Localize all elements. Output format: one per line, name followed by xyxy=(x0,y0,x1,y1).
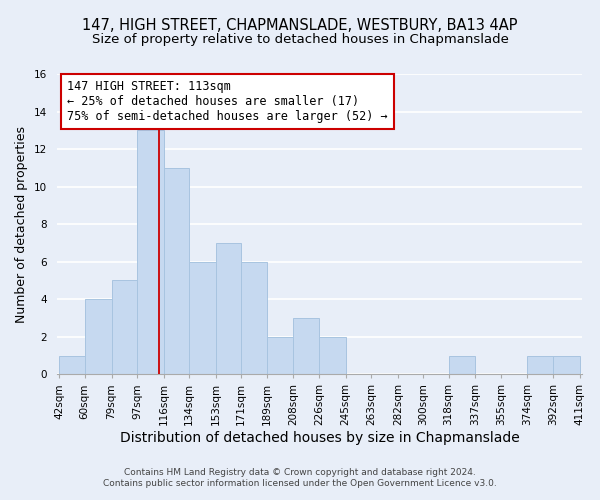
Bar xyxy=(137,130,164,374)
Y-axis label: Number of detached properties: Number of detached properties xyxy=(15,126,28,322)
Bar xyxy=(319,337,346,374)
Bar xyxy=(164,168,189,374)
Bar xyxy=(527,356,553,374)
Text: Size of property relative to detached houses in Chapmanslade: Size of property relative to detached ho… xyxy=(92,32,508,46)
Bar xyxy=(449,356,475,374)
Text: 147, HIGH STREET, CHAPMANSLADE, WESTBURY, BA13 4AP: 147, HIGH STREET, CHAPMANSLADE, WESTBURY… xyxy=(82,18,518,32)
Bar xyxy=(241,262,266,374)
Text: 147 HIGH STREET: 113sqm
← 25% of detached houses are smaller (17)
75% of semi-de: 147 HIGH STREET: 113sqm ← 25% of detache… xyxy=(67,80,388,123)
Bar xyxy=(189,262,216,374)
Bar xyxy=(266,337,293,374)
Bar xyxy=(59,356,85,374)
Text: Contains HM Land Registry data © Crown copyright and database right 2024.
Contai: Contains HM Land Registry data © Crown c… xyxy=(103,468,497,487)
Bar xyxy=(112,280,137,374)
Bar xyxy=(293,318,319,374)
Bar xyxy=(216,243,241,374)
Bar xyxy=(553,356,580,374)
X-axis label: Distribution of detached houses by size in Chapmanslade: Distribution of detached houses by size … xyxy=(119,431,520,445)
Bar xyxy=(85,299,112,374)
